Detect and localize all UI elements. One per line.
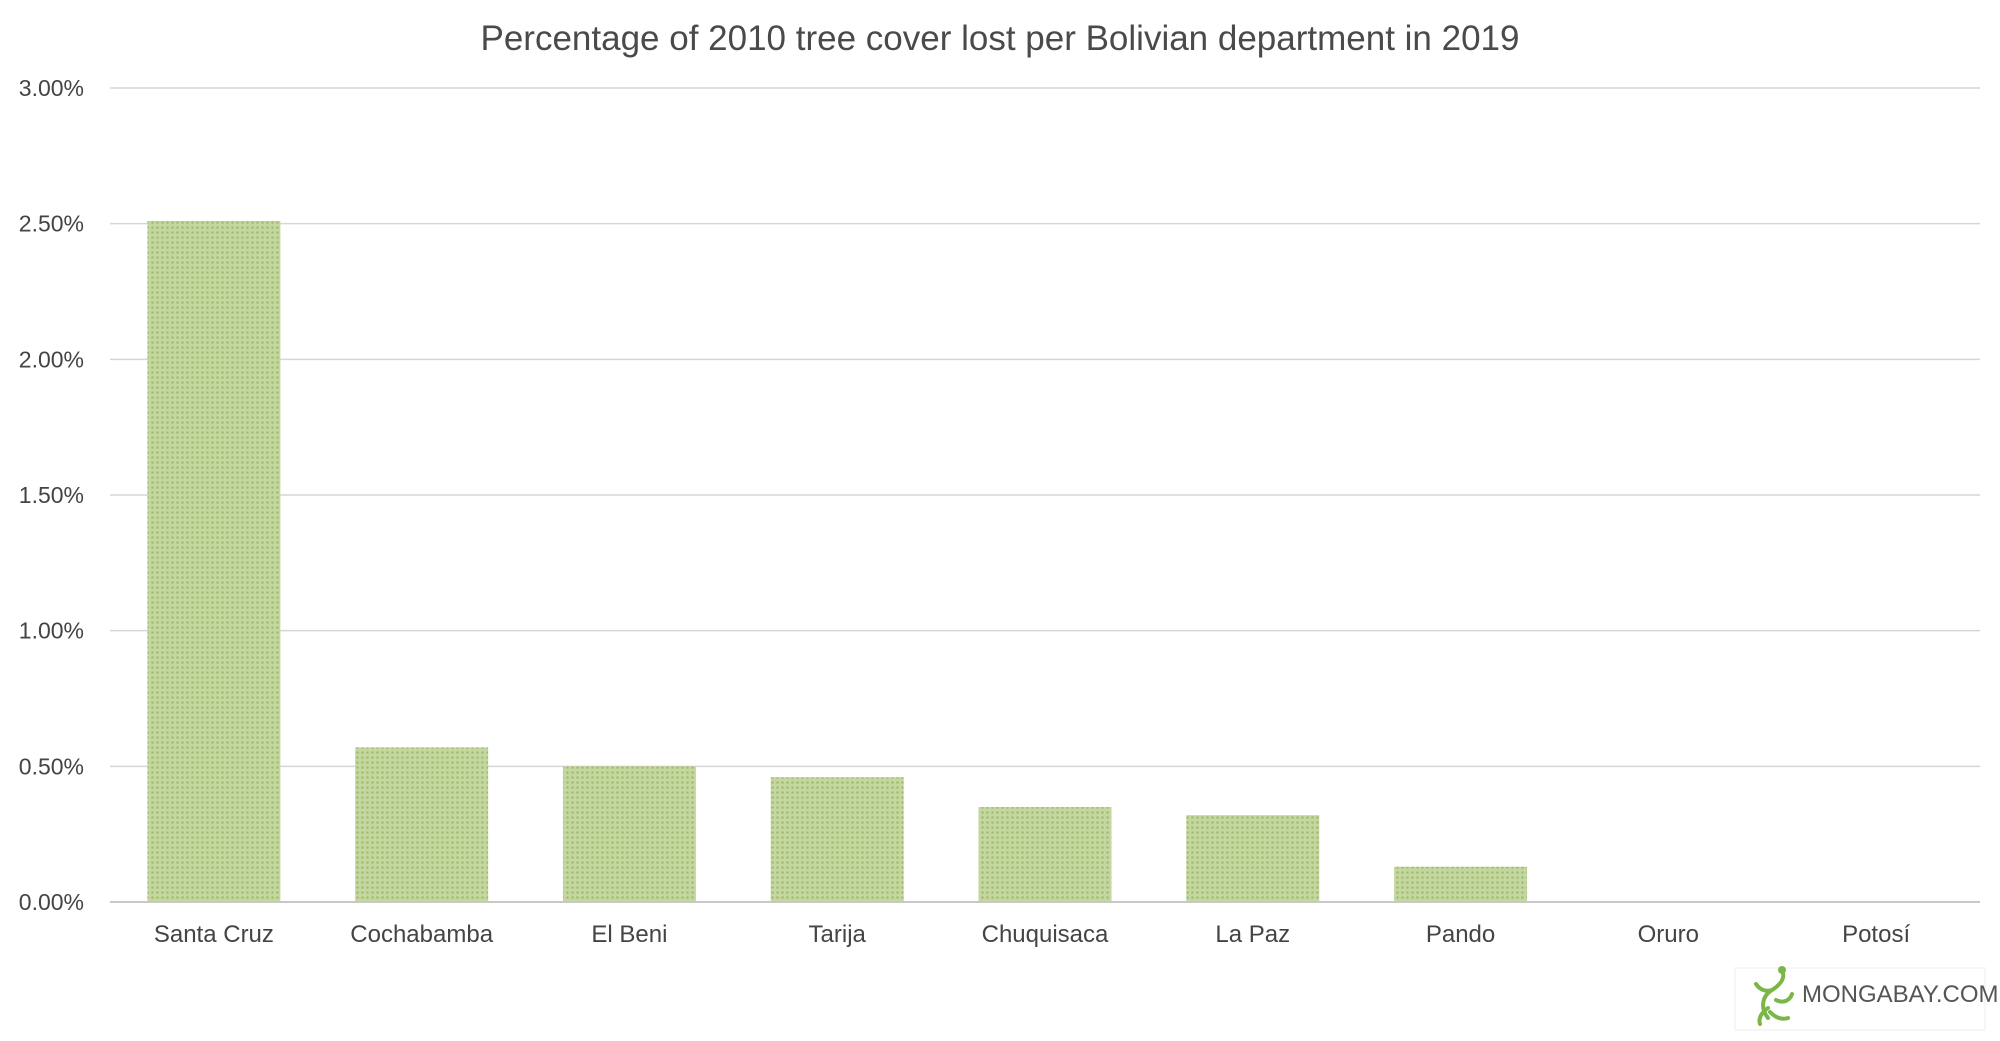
y-tick-label: 3.00% [19,75,84,101]
x-tick-label: Chuquisaca [982,921,1109,948]
watermark-background [1734,967,1986,1031]
y-tick-label: 0.50% [19,753,84,779]
y-tick-label: 2.50% [19,211,84,237]
x-tick-label: Santa Cruz [154,921,274,948]
x-tick-label: Tarija [809,921,867,948]
y-tick-label: 2.00% [19,346,84,372]
bar [978,807,1112,902]
y-tick-label: 1.50% [19,482,84,508]
y-tick-label: 1.00% [19,618,84,644]
x-tick-label: Potosí [1842,921,1910,948]
x-tick-label: El Beni [591,921,667,948]
y-tick-label: 0.00% [19,889,84,915]
y-axis-ticks: 0.00% 0.50% 1.00% 1.50% 2.00% 2.50% 3.00% [19,75,84,915]
x-tick-label: Pando [1426,921,1495,948]
watermark-text: MONGABAY.COM [1802,981,1998,1008]
x-axis-ticks: Santa Cruz Cochabamba El Beni Tarija Chuquis… [154,921,1911,948]
bar [1394,866,1528,902]
bar [147,220,281,902]
gridlines [110,87,1980,768]
gecko-logo-icon [1754,966,1794,1026]
x-tick-label: Oruro [1638,921,1699,948]
chart-title: Percentage of 2010 tree cover lost per B… [481,19,1520,58]
watermark: MONGABAY.COM [1734,966,1998,1031]
x-tick-label: La Paz [1215,921,1290,948]
bar [770,777,904,902]
bars [147,220,1528,902]
bar [1186,815,1320,902]
bar [562,766,696,902]
x-tick-label: Cochabamba [350,921,493,948]
bar [355,747,489,902]
